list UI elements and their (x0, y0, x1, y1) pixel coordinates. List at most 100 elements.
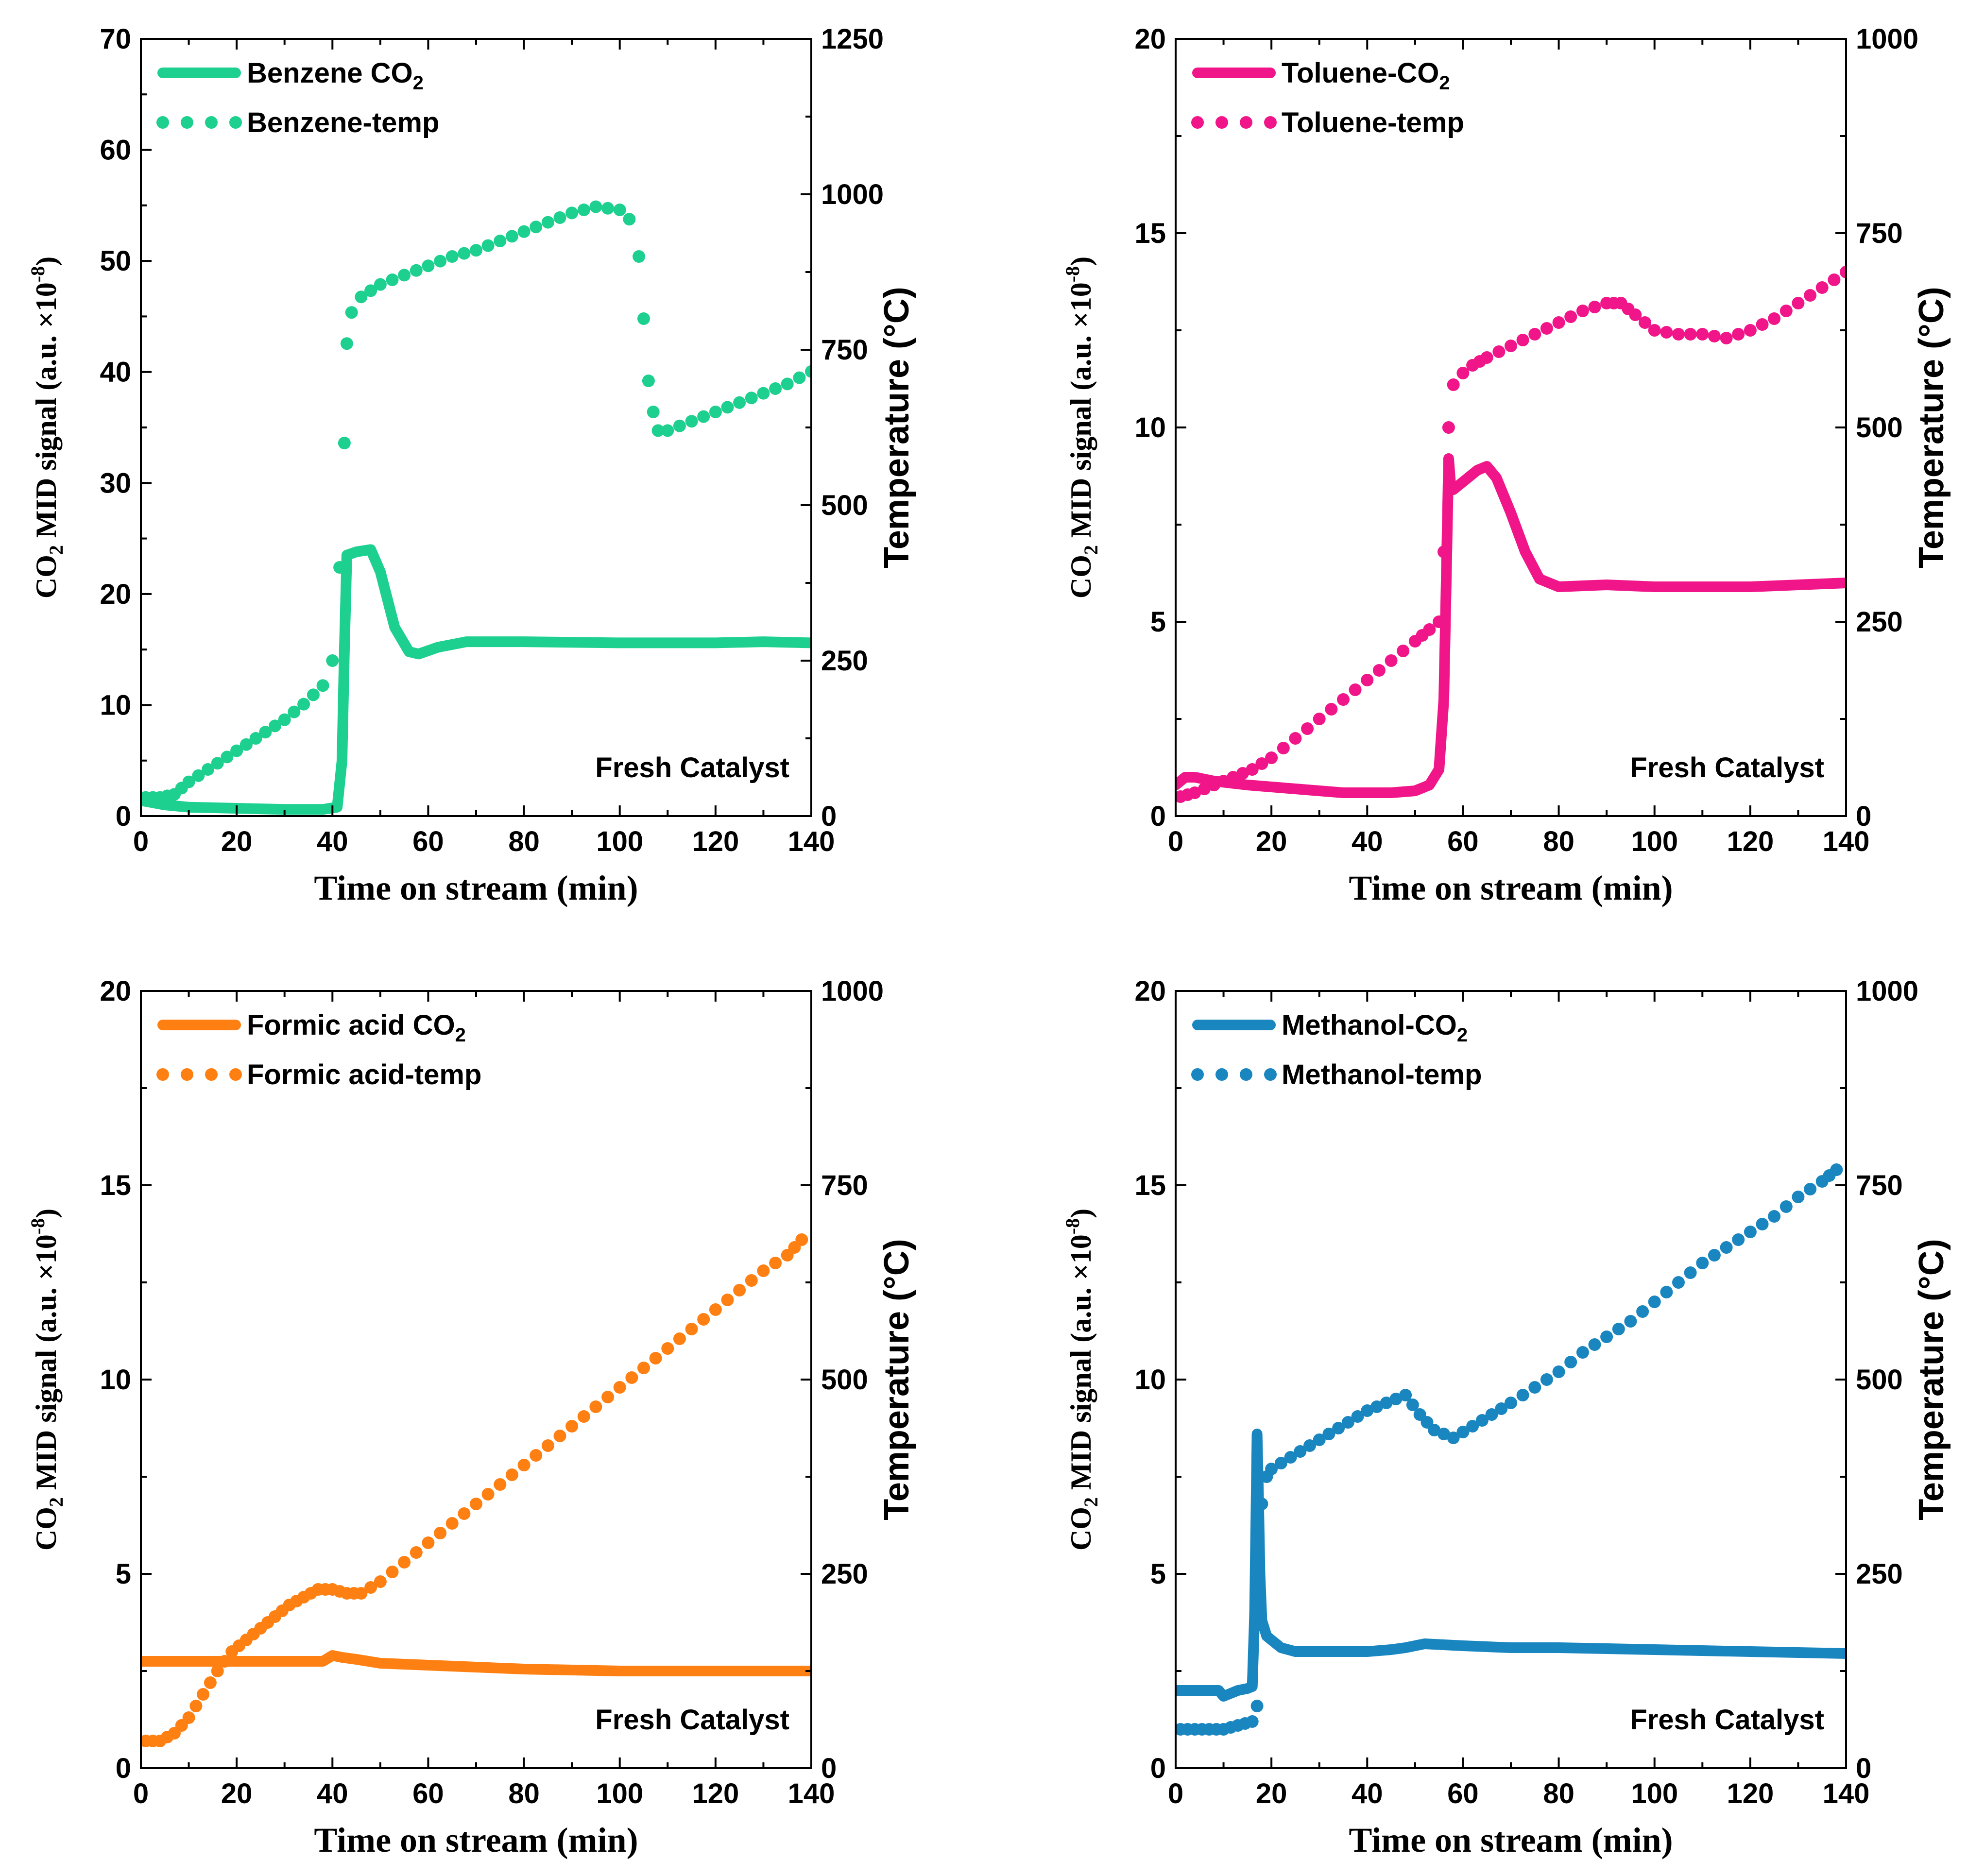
temp-point (757, 387, 770, 400)
temp-point (1588, 1338, 1601, 1351)
temp-point (1708, 1249, 1721, 1262)
y-tick-label: 15 (100, 1170, 131, 1201)
temp-point (494, 235, 507, 247)
temp-point (355, 290, 368, 304)
y2-tick-label: 1000 (1856, 975, 1918, 1007)
temp-point (1274, 1457, 1287, 1469)
y-tick-label: 0 (116, 801, 131, 832)
temp-point (240, 738, 253, 751)
temp-point (445, 1517, 459, 1530)
temp-point (1815, 281, 1829, 294)
y2-tick-label: 0 (821, 1753, 837, 1784)
temp-point (1672, 328, 1685, 341)
legend-swatch-dot (229, 116, 242, 129)
temp-point (1265, 1463, 1278, 1475)
x-tick-label: 100 (596, 826, 643, 857)
temp-point (355, 1587, 368, 1600)
temp-point (1397, 645, 1410, 657)
temp-point (1385, 654, 1398, 667)
temp-point (1428, 1424, 1441, 1436)
y2-tick-label: 750 (821, 1170, 868, 1201)
temp-point (297, 698, 310, 711)
temp-point (1636, 1305, 1649, 1318)
x-tick-label: 60 (412, 1778, 444, 1809)
y2-axis-title: Temperature (°C) (877, 1239, 916, 1520)
legend-swatch-dot (1215, 116, 1228, 129)
legend-label: Benzene CO2 (247, 57, 424, 94)
co2-line (1176, 453, 1846, 798)
temp-point (1198, 783, 1211, 795)
temp-point (1629, 308, 1642, 321)
temp-point (589, 1400, 602, 1413)
annotation-fresh-catalyst: Fresh Catalyst (595, 752, 789, 784)
temp-point (1648, 1296, 1661, 1308)
y2-tick-label: 500 (1856, 1364, 1903, 1396)
temp-point (434, 1527, 447, 1539)
temp-point (565, 1420, 579, 1433)
temp-point (1696, 328, 1709, 341)
temp-point (204, 1676, 217, 1689)
temp-point (1495, 1402, 1508, 1415)
legend-entry: Formic acid CO2 (157, 1009, 466, 1046)
temp-point (709, 1303, 722, 1316)
temp-point (661, 424, 674, 437)
temp-point (1246, 763, 1259, 776)
y-axis-title: CO2 MID signal (a.u. ×10-8) (27, 256, 67, 598)
temp-point (781, 377, 794, 391)
y-tick-label: 40 (100, 357, 131, 388)
temp-point (458, 1507, 471, 1520)
temp-point (1528, 1381, 1541, 1394)
temp-point (338, 437, 351, 449)
temp-point (647, 406, 660, 418)
y-tick-label: 0 (1150, 801, 1166, 832)
temp-point (757, 1264, 770, 1277)
y-tick-label: 20 (1134, 23, 1166, 55)
temp-point (1284, 1451, 1297, 1464)
legend-label: Formic acid-temp (247, 1059, 481, 1091)
temp-point (1768, 1210, 1781, 1223)
temp-point (1389, 1393, 1403, 1405)
temp-point (1505, 1397, 1517, 1409)
y-tick-label: 30 (100, 467, 131, 499)
temp-point (1255, 1498, 1268, 1510)
x-tick-label: 40 (317, 826, 348, 857)
temp-point (1732, 1233, 1745, 1246)
temp-point (1485, 1408, 1498, 1421)
y2-tick-label: 1250 (821, 23, 884, 55)
series-temp (1176, 266, 1846, 803)
y2-tick-label: 250 (821, 1558, 868, 1590)
x-tick-label: 0 (133, 1778, 149, 1809)
temp-point (1361, 1404, 1374, 1417)
series-co2 (141, 544, 811, 815)
temp-point (1588, 301, 1601, 313)
y2-tick-label: 0 (1856, 801, 1871, 832)
temp-point (494, 1478, 507, 1491)
temp-point (278, 713, 291, 726)
temp-point (398, 269, 411, 282)
temp-point (613, 204, 626, 216)
temp-point (374, 1575, 387, 1588)
temp-point (577, 1410, 590, 1423)
temp-point (1294, 1445, 1307, 1458)
temp-point (637, 1362, 650, 1374)
y-tick-label: 10 (100, 1364, 131, 1396)
temp-point (1370, 1400, 1383, 1413)
temp-point (1540, 1373, 1553, 1386)
temp-point (189, 1700, 203, 1712)
x-tick-label: 20 (1256, 826, 1287, 857)
y-tick-label: 5 (1150, 606, 1166, 638)
legend-entry: Benzene CO2 (157, 57, 424, 94)
legend-label: Toluene-CO2 (1282, 57, 1450, 94)
legend-label: Methanol-temp (1282, 1059, 1482, 1091)
x-tick-label: 120 (692, 1778, 739, 1809)
temp-point (1332, 1422, 1345, 1434)
legend-swatch-dot (205, 1068, 218, 1081)
temp-point (249, 732, 262, 745)
temp-point (541, 216, 554, 229)
temp-point (673, 1332, 686, 1345)
temp-point (1672, 1276, 1685, 1289)
temp-point (230, 744, 243, 757)
temp-point (1744, 324, 1757, 337)
legend-swatch-dot (1264, 116, 1277, 129)
series-temp (141, 1233, 808, 1747)
